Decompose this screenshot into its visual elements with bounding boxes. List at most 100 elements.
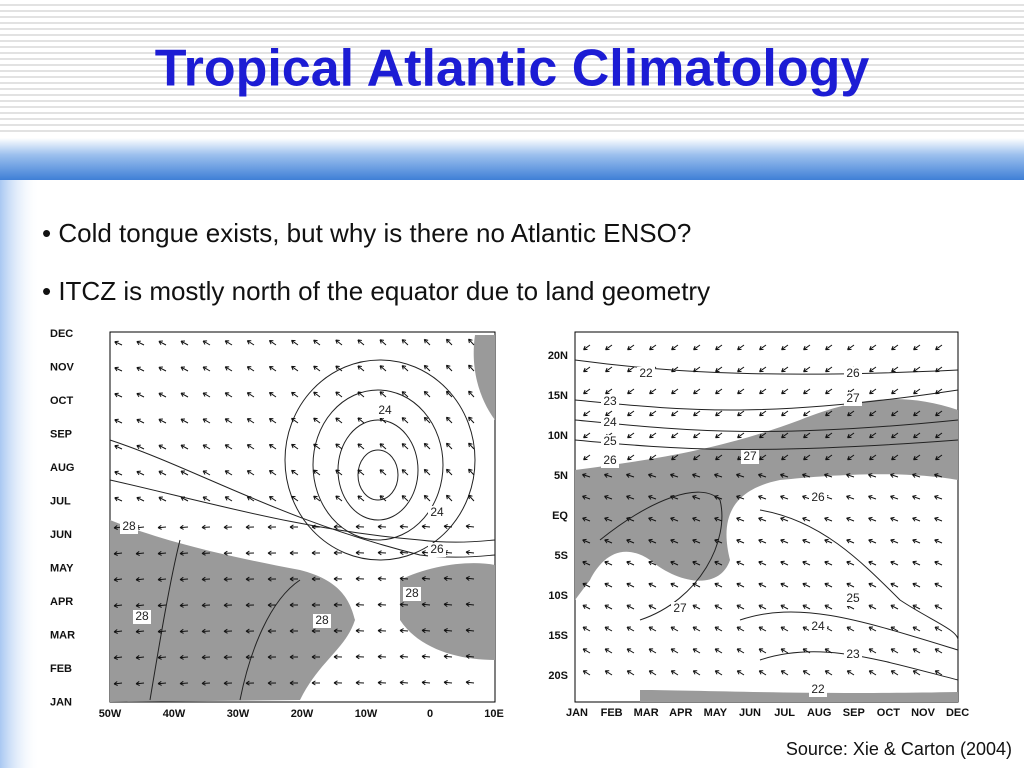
arrow (357, 495, 365, 502)
contour-label: 24 (378, 403, 392, 417)
arrow (692, 648, 701, 654)
arrow (401, 365, 409, 372)
arrow (313, 417, 321, 424)
y-tick-label: 10S (548, 590, 568, 602)
arrow (890, 604, 899, 610)
arrow (355, 524, 365, 530)
x-tick-label: JUN (739, 707, 761, 719)
contours (109, 359, 496, 701)
x-tick-label: MAR (634, 707, 659, 719)
arrow (468, 494, 475, 502)
arrow (890, 582, 899, 588)
arrow (934, 582, 943, 588)
label-box (809, 620, 827, 634)
arrow (246, 392, 255, 398)
arrow (692, 495, 701, 500)
label-box (601, 416, 619, 430)
arrow (913, 366, 921, 373)
arrow (715, 366, 723, 373)
arrow (868, 560, 877, 566)
arrow (223, 550, 233, 556)
label-box (428, 506, 446, 520)
arrow (847, 410, 855, 417)
arrow (268, 391, 277, 398)
arrow (758, 648, 767, 654)
arrow (179, 680, 189, 686)
arrow (714, 516, 723, 522)
arrow (604, 538, 613, 544)
arrow (246, 418, 255, 424)
label-box (844, 392, 862, 406)
arrow (401, 417, 409, 424)
arrow (912, 538, 921, 544)
arrow (311, 680, 321, 686)
arrow (802, 604, 811, 610)
arrow (912, 582, 921, 588)
arrow (626, 473, 635, 478)
arrow (445, 364, 453, 372)
arrow (627, 410, 635, 417)
arrow (136, 444, 145, 450)
contour-label: 28 (135, 609, 149, 623)
arrow (421, 602, 431, 608)
arrow (582, 516, 591, 522)
arrow (223, 654, 233, 660)
x-tick-label: APR (669, 707, 692, 719)
arrow (355, 654, 365, 660)
figure-right (574, 331, 959, 703)
arrow (223, 524, 233, 530)
arrow (289, 602, 299, 608)
arrow (335, 495, 343, 502)
arrow (648, 670, 657, 676)
arrow (802, 560, 811, 566)
arrow (846, 670, 855, 676)
arrow (157, 654, 167, 660)
arrow (670, 495, 679, 500)
arrow (180, 444, 189, 450)
arrow (246, 496, 255, 502)
arrow (583, 454, 591, 461)
arrow (291, 391, 299, 398)
arrow (934, 495, 943, 500)
arrow (693, 410, 701, 417)
arrow (671, 432, 679, 439)
arrow (758, 538, 767, 544)
x-tick-label: 50W (99, 708, 122, 720)
arrow (934, 516, 943, 522)
arrow (582, 670, 591, 676)
arrow (582, 473, 591, 478)
arrow (379, 365, 387, 372)
x-tick-label: 10W (355, 708, 378, 720)
arrow (912, 495, 921, 500)
arrow (423, 416, 431, 424)
arrow (443, 680, 453, 685)
arrow (736, 516, 745, 522)
arrow (605, 366, 613, 373)
arrow (846, 538, 855, 544)
label-box (133, 610, 151, 624)
arrow (626, 604, 635, 610)
arrow (136, 340, 145, 346)
arrow (179, 524, 189, 530)
arrow (445, 442, 453, 450)
arrow (912, 473, 921, 478)
label-box (671, 602, 689, 616)
arrow (868, 582, 877, 588)
arrow (824, 516, 833, 522)
arrow (223, 602, 233, 608)
arrow (423, 468, 431, 476)
arrow (291, 469, 299, 476)
arrow (379, 443, 387, 450)
contour-label: 26 (846, 366, 860, 380)
label-box (403, 587, 421, 601)
arrow (913, 388, 921, 395)
arrow (583, 366, 591, 373)
arrow (582, 538, 591, 544)
arrow (780, 604, 789, 610)
arrow (333, 654, 343, 660)
arrow (714, 626, 723, 632)
arrow (824, 560, 833, 566)
arrow (245, 550, 255, 556)
arrow (890, 473, 899, 478)
